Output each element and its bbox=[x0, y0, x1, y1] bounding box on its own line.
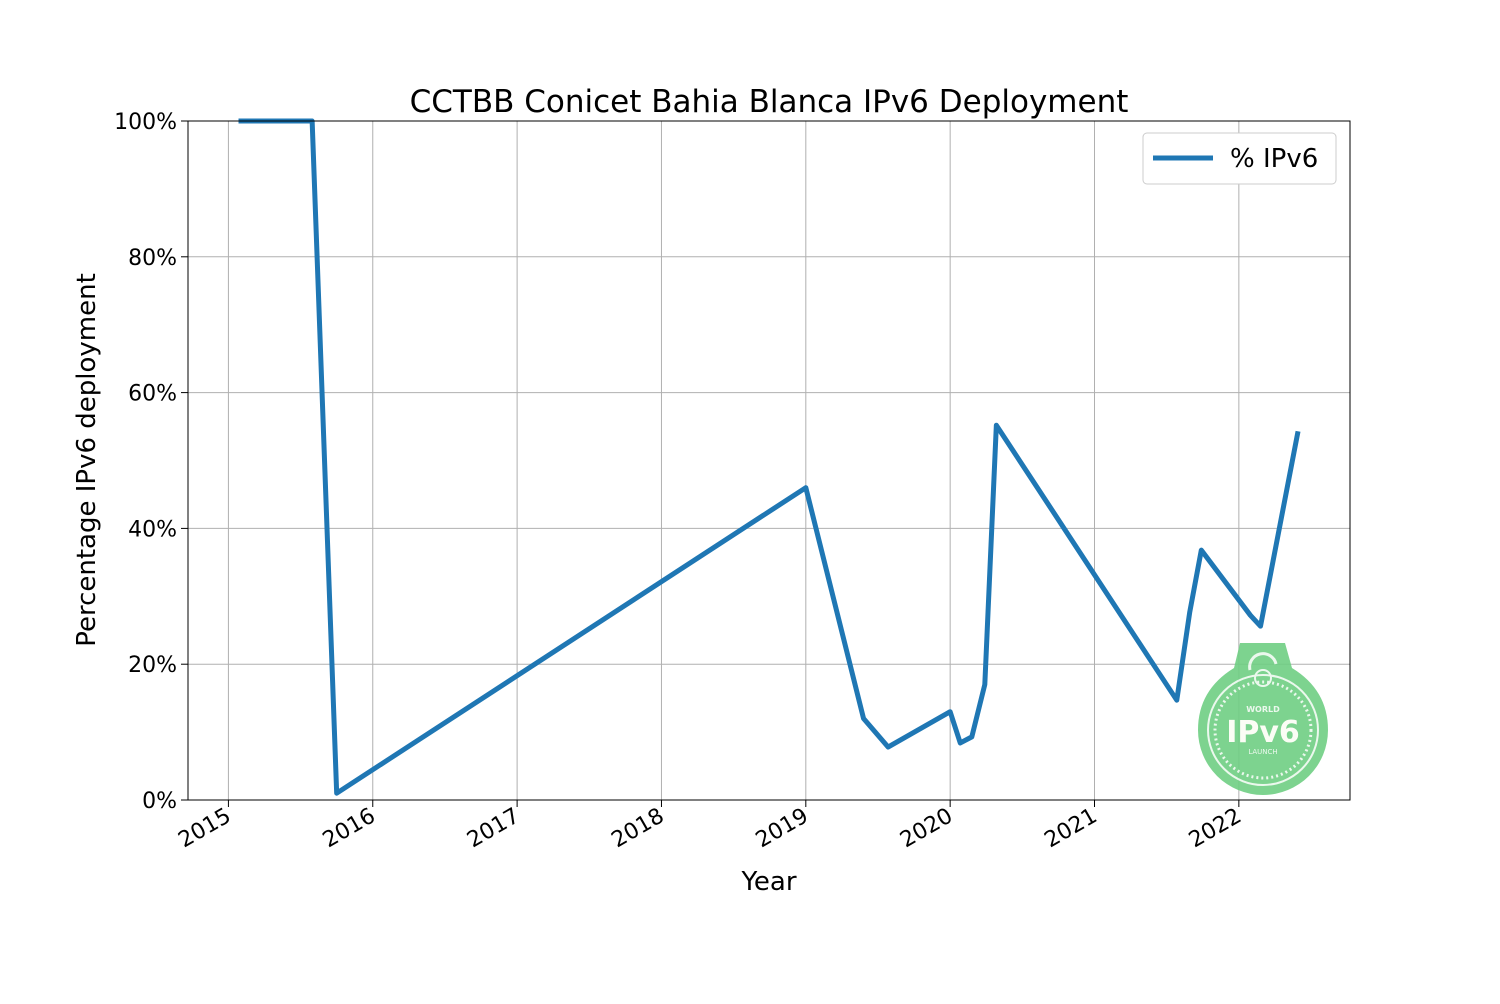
svg-text:LAUNCH: LAUNCH bbox=[1248, 748, 1277, 756]
world-ipv6-launch-logo: WORLD IPv6 LAUNCH bbox=[1198, 643, 1328, 795]
chart-title: CCTBB Conicet Bahia Blanca IPv6 Deployme… bbox=[410, 84, 1129, 120]
x-tick-label: 2020 bbox=[896, 804, 957, 854]
svg-text:WORLD: WORLD bbox=[1246, 705, 1280, 714]
y-tick-label: 0% bbox=[142, 789, 177, 814]
y-axis-label: Percentage IPv6 deployment bbox=[72, 273, 102, 647]
series-layer bbox=[238, 121, 1298, 793]
x-tick-label: 2021 bbox=[1041, 804, 1102, 854]
legend-label: % IPv6 bbox=[1230, 144, 1318, 174]
y-tick-label: 60% bbox=[128, 382, 177, 407]
x-tick-label: 2017 bbox=[463, 804, 524, 854]
y-tick-label: 80% bbox=[128, 246, 177, 271]
y-tick-label: 100% bbox=[114, 110, 177, 135]
x-tick-label: 2022 bbox=[1185, 804, 1246, 854]
x-tick-label: 2015 bbox=[174, 804, 235, 854]
y-tick-label: 40% bbox=[128, 517, 177, 542]
legend: % IPv6 bbox=[1143, 133, 1336, 184]
x-tick-label: 2016 bbox=[319, 804, 380, 854]
x-tick-label: 2018 bbox=[607, 804, 668, 854]
series-line-ipv6 bbox=[239, 121, 1299, 793]
x-axis-label: Year bbox=[740, 867, 796, 897]
y-tick-label: 20% bbox=[128, 653, 177, 678]
x-tick-label: 2019 bbox=[752, 804, 813, 854]
ticks: 2015 2016 2017 2018 2019 2020 2021 2022 0% 20% 40%… bbox=[114, 110, 1246, 853]
svg-text:IPv6: IPv6 bbox=[1226, 715, 1300, 750]
